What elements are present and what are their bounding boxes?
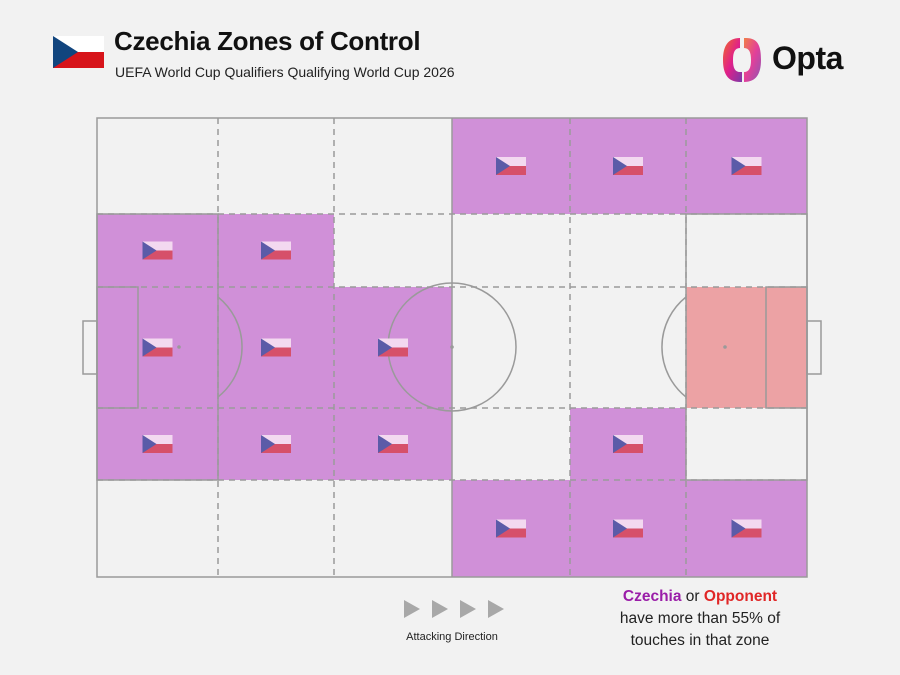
zone-flag-icon: [378, 435, 408, 453]
zone-neutral: [334, 480, 452, 577]
play-arrow-icon: [404, 600, 420, 618]
zone-neutral: [452, 214, 570, 287]
zone-flag-icon: [731, 157, 762, 175]
zone-flag-icon: [613, 519, 643, 538]
left-penalty-spot: [177, 345, 181, 349]
legend-line-1: Czechia or Opponent: [580, 586, 820, 608]
pitch-markings: [82, 117, 822, 578]
right-goal: [806, 320, 822, 375]
zone-neutral: [686, 214, 807, 287]
left-goal: [82, 320, 98, 375]
zone-flag-icon: [613, 157, 643, 175]
page-title: Czechia Zones of Control: [114, 26, 421, 56]
zone-opponent: [686, 287, 807, 408]
zone-flag-icon: [496, 519, 526, 538]
zone-neutral: [218, 480, 334, 577]
page-subtitle: UEFA World Cup Qualifiers Qualifying Wor…: [115, 64, 455, 80]
zone-flag-icon: [496, 157, 526, 175]
czech-flag-icon: [53, 36, 104, 68]
pitch-spots: [177, 345, 727, 349]
zone-flag-icon: [261, 241, 291, 260]
zone-neutral: [452, 287, 570, 408]
play-arrow-icon: [460, 600, 476, 618]
zone-flag-icon: [142, 241, 173, 260]
zone-neutral: [686, 408, 807, 480]
zone-neutral: [334, 214, 452, 287]
zone-flag-icon: [142, 435, 173, 453]
zone-neutral: [97, 118, 218, 214]
zone-grid: [97, 118, 807, 577]
zone-neutral: [334, 118, 452, 214]
zone-neutral: [218, 118, 334, 214]
zone-flag-icon: [378, 338, 408, 357]
zone-flag-icon: [261, 435, 291, 453]
zone-neutral: [570, 214, 686, 287]
zone-flag-icon: [142, 338, 173, 357]
legend-opponent: Opponent: [703, 588, 778, 605]
zone-neutral: [97, 480, 218, 577]
right-penalty-spot: [723, 345, 727, 349]
legend: Czechia or Opponent have more than 55% o…: [580, 586, 820, 652]
legend-team: Czechia: [622, 588, 682, 605]
brand-name: Opta: [772, 40, 843, 76]
attacking-direction-label: Attacking Direction: [406, 631, 498, 643]
zone-flag-icon: [731, 519, 762, 538]
zone-flag-icon: [261, 338, 291, 357]
zone-neutral: [570, 287, 686, 408]
play-arrow-icon: [432, 600, 448, 618]
zone-layer: [97, 118, 807, 577]
zone-flag-icon: [613, 435, 643, 453]
center-spot: [450, 345, 454, 349]
legend-line-3: touches in that zone: [630, 632, 770, 649]
attacking-direction-arrows: [404, 600, 504, 618]
left-penalty-arc: [217, 296, 243, 398]
opta-logo-icon: [723, 38, 761, 82]
play-arrow-icon: [488, 600, 504, 618]
zone-neutral: [452, 408, 570, 480]
legend-line-2: have more than 55% of: [619, 610, 781, 627]
legend-connector: or: [685, 588, 700, 605]
right-penalty-arc: [661, 296, 687, 398]
